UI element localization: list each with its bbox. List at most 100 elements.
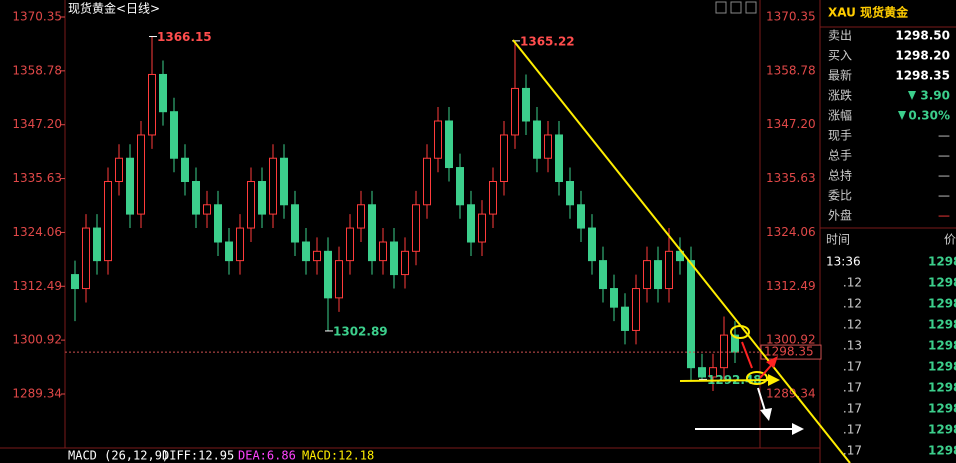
candle-body <box>599 260 607 290</box>
candle-body <box>192 181 200 215</box>
quote-label: 买入 <box>828 49 852 63</box>
candle-body <box>643 260 651 290</box>
quote-label: 最新 <box>828 68 852 83</box>
y-tick-label-right: 1358.78 <box>766 63 816 77</box>
candle-body <box>291 204 299 243</box>
candle-body <box>148 73 156 136</box>
tick-price: 1298 <box>928 444 956 458</box>
candle-body <box>203 204 211 215</box>
candle-body <box>390 241 398 276</box>
candle-body <box>126 157 134 215</box>
candle-body <box>346 227 354 262</box>
tick-price: 1298 <box>928 360 956 374</box>
candle-body <box>489 181 497 215</box>
candle-body <box>324 250 332 299</box>
y-tick-label-right: 1312.49 <box>766 279 816 293</box>
candle-body <box>456 167 464 206</box>
candle-body <box>280 157 288 206</box>
tick-time: .17 <box>843 381 862 395</box>
circle <box>730 325 750 339</box>
candle-body <box>214 204 222 243</box>
candle-body <box>115 157 123 183</box>
price-header: 价 <box>944 233 956 247</box>
candle-body <box>720 334 728 369</box>
candle-body <box>137 134 145 215</box>
quote-value: 1298.20 <box>895 49 950 63</box>
candle-body <box>225 241 233 262</box>
candle-body <box>555 134 563 183</box>
y-tick-label-right: 1347.20 <box>766 117 816 131</box>
tick-time: .12 <box>843 318 862 332</box>
price-label: 1298.35 <box>764 345 814 359</box>
candle-body <box>478 213 486 243</box>
candle-body <box>379 241 387 262</box>
quote-value: — <box>938 189 950 203</box>
tick-price: 1298 <box>928 423 956 437</box>
candle-body <box>423 157 431 206</box>
drawings <box>512 39 851 463</box>
candle-body <box>412 204 420 252</box>
candle-body <box>434 120 442 159</box>
candle-body <box>401 250 409 276</box>
quote-label: 总持 <box>828 168 852 183</box>
quote-title: XAU 现货黄金 <box>828 5 909 20</box>
quote-value: 1298.50 <box>895 29 950 43</box>
candle-body <box>511 87 519 136</box>
icon[interactable] <box>730 1 742 14</box>
quote-label: 涨跌 <box>828 88 852 103</box>
macd-diff: DIFF:12.95 <box>162 449 234 463</box>
y-tick-label: 1347.20 <box>12 117 62 131</box>
down-arrow <box>898 111 906 120</box>
quote-label: 外盘 <box>828 208 852 223</box>
quote-label: 委比 <box>828 189 852 203</box>
y-tick-label: 1358.78 <box>12 63 62 77</box>
candle-body <box>302 241 310 262</box>
candle-body <box>258 181 266 215</box>
candle-body <box>632 288 640 331</box>
icon[interactable] <box>715 1 727 14</box>
y-tick-label-right: 1370.35 <box>766 9 816 23</box>
icon[interactable] <box>745 1 757 14</box>
macd-value: MACD:12.18 <box>302 449 374 463</box>
candle-body <box>467 204 475 243</box>
y-tick-label: 1370.35 <box>12 9 62 23</box>
tick-time: .17 <box>843 423 862 437</box>
annotation: 1365.22 <box>520 34 575 48</box>
candle-body <box>82 227 90 290</box>
tick-price: 1298 <box>928 255 956 269</box>
time-header: 时间 <box>826 233 850 247</box>
candle-body <box>247 181 255 229</box>
tick-price: 1298 <box>928 276 956 290</box>
quote-value: 1298.35 <box>895 69 950 83</box>
tick-price: 1298 <box>928 339 956 353</box>
y-tick-label: 1324.06 <box>12 225 62 239</box>
down-arrow <box>908 91 916 100</box>
y-tick-label: 1289.34 <box>12 387 62 401</box>
y-tick-label-right: 1335.63 <box>766 171 816 185</box>
candle-body <box>93 227 101 262</box>
chart-title: 现货黄金<日线> <box>68 1 160 16</box>
candle-body <box>104 181 112 262</box>
candle-body <box>709 367 717 378</box>
y-tick-label: 1312.49 <box>12 279 62 293</box>
quote-value: 3.90 <box>920 89 950 103</box>
candle-body <box>181 157 189 183</box>
candle-body <box>566 181 574 206</box>
candle-body <box>357 204 365 229</box>
arrow-head <box>768 374 780 386</box>
candle-body <box>687 260 695 369</box>
candle-body <box>698 367 706 378</box>
quote-value: — <box>938 149 950 163</box>
arrow-head <box>760 408 772 421</box>
tick-time: .17 <box>843 402 862 416</box>
tick-time: 13:36 <box>826 255 861 269</box>
plot: 1289.34 1289.34 1300.92 1300.92 1312.49 1312.… <box>12 9 822 401</box>
macd-legend: MACD (26,12,9) DIFF:12.95 DEA:6.86 MACD:… <box>68 449 374 463</box>
candle-body <box>269 157 277 215</box>
y-tick-label: 1335.63 <box>12 171 62 185</box>
candle-body <box>654 260 662 290</box>
toolbar[interactable] <box>715 1 757 14</box>
tick-price: 1298 <box>928 402 956 416</box>
candle-body <box>500 134 508 183</box>
